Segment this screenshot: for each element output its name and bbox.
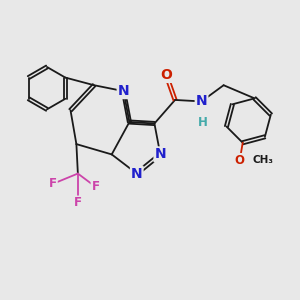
Text: N: N — [154, 147, 166, 161]
Text: F: F — [74, 196, 82, 209]
Text: N: N — [131, 167, 142, 181]
Text: N: N — [118, 84, 129, 98]
Text: CH₃: CH₃ — [252, 155, 273, 165]
Text: H: H — [198, 116, 208, 128]
Text: O: O — [235, 154, 245, 167]
Text: F: F — [92, 180, 100, 193]
Text: O: O — [160, 68, 172, 82]
Text: F: F — [49, 177, 57, 190]
Text: N: N — [196, 94, 207, 108]
